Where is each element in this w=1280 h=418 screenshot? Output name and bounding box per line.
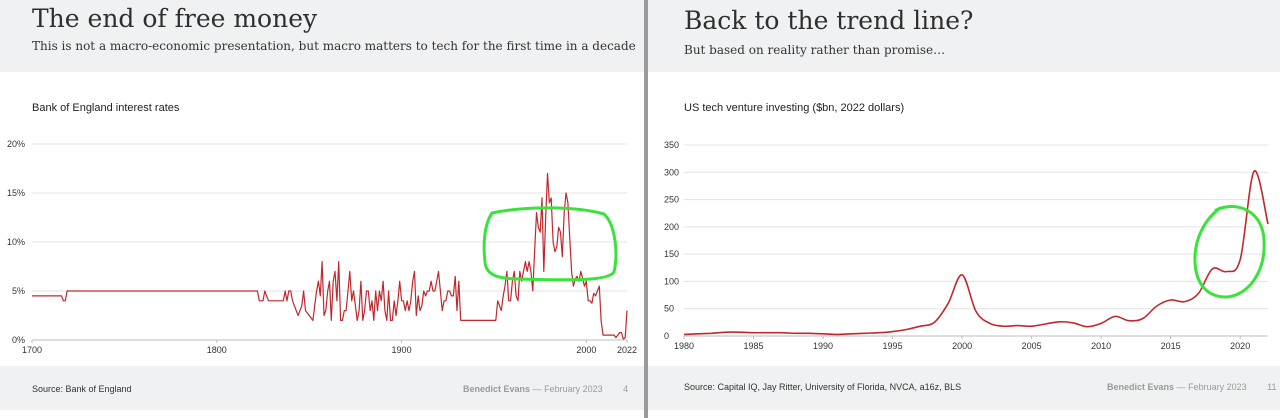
x-tick-label: 2010: [1091, 341, 1111, 351]
footer-author: Benedict Evans: [463, 384, 531, 394]
x-tick-label: 2005: [1022, 341, 1042, 351]
page-number: 4: [623, 384, 629, 394]
y-tick-label: 250: [664, 195, 679, 205]
slide-header: The end of free money This is not a macr…: [0, 0, 644, 72]
y-tick-label: 5%: [12, 286, 25, 296]
footer-source: Source: Bank of England: [32, 384, 132, 394]
page-number: 11: [1267, 382, 1277, 392]
slide-right: Back to the trend line? But based on rea…: [648, 0, 1280, 418]
x-tick-label: 1985: [744, 341, 764, 351]
series-line: [683, 170, 1269, 336]
y-tick-label: 20%: [7, 139, 25, 149]
slide-subtitle: But based on reality rather than promise…: [684, 43, 946, 57]
footer-credit: Benedict Evans — February 2023 4: [463, 384, 628, 394]
y-tick-label: 50: [664, 304, 674, 314]
x-tick-label: 1990: [813, 341, 833, 351]
footer-separator: —: [532, 384, 542, 394]
footer-separator: —: [1176, 382, 1186, 392]
slide-title: The end of free money: [32, 4, 318, 33]
x-tick-label: 2020: [1230, 341, 1250, 351]
x-tick-label: 2015: [1161, 341, 1181, 351]
boe-rates-chart: 0% 5% 10% 15% 20% 1700 1800 1900 2000 2022: [7, 139, 637, 355]
slide-footer: Source: Capital IQ, Jay Ritter, Universi…: [648, 366, 1280, 410]
y-tick-label: 150: [664, 249, 679, 259]
x-tick-label: 1900: [392, 345, 412, 355]
footer-date: February 2023: [544, 384, 603, 394]
slide-divider: [644, 0, 648, 418]
venture-investing-chart: 0 50 100 150 200 250 300 350 1980 1985 1990 1995 200…: [664, 140, 1269, 351]
y-tick-label: 0: [664, 331, 669, 341]
footer-author: Benedict Evans: [1107, 382, 1175, 392]
footer-source: Source: Capital IQ, Jay Ritter, Universi…: [684, 382, 962, 392]
y-tick-label: 200: [664, 222, 679, 232]
footer-date: February 2023: [1188, 382, 1247, 392]
x-tick-label: 1700: [22, 345, 42, 355]
slide-header: Back to the trend line? But based on rea…: [648, 0, 1280, 72]
y-tick-label: 10%: [7, 237, 25, 247]
footer-credit: Benedict Evans — February 2023 11: [1107, 382, 1276, 392]
x-tick-label: 2000: [952, 341, 972, 351]
highlight-circle: [1193, 205, 1266, 299]
x-tick-label: 2000: [576, 345, 596, 355]
series-line: [32, 172, 628, 340]
x-tick-label: 1980: [674, 341, 694, 351]
slide-title: Back to the trend line?: [684, 6, 974, 35]
y-tick-label: 15%: [7, 188, 25, 198]
slide-left: The end of free money This is not a macr…: [0, 0, 644, 410]
x-tick-label: 1995: [883, 341, 903, 351]
slide-subtitle: This is not a macro-economic presentatio…: [32, 39, 636, 53]
slide-footer: Source: Bank of England Benedict Evans —…: [0, 366, 644, 410]
x-tick-label: 1800: [207, 345, 227, 355]
y-tick-label: 350: [664, 140, 679, 150]
x-tick-label: 2022: [617, 345, 637, 355]
y-tick-label: 0%: [12, 335, 25, 345]
chart-title: US tech venture investing ($bn, 2022 dol…: [684, 102, 905, 114]
chart-title: Bank of England interest rates: [32, 102, 180, 114]
highlight-circle: [482, 206, 618, 282]
y-tick-label: 300: [664, 167, 679, 177]
y-tick-label: 100: [664, 276, 679, 286]
